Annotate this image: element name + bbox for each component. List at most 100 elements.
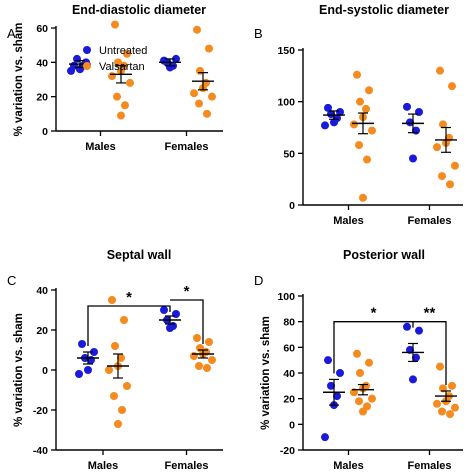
data-point (190, 352, 198, 360)
series-untreated-females (402, 322, 424, 384)
data-point (324, 103, 332, 112)
y-tick-label: -20 (33, 405, 48, 417)
data-point (111, 20, 119, 29)
data-point (117, 111, 125, 120)
legend-marker (83, 62, 91, 70)
data-point (446, 180, 454, 189)
chart-title: End-systolic diameter (319, 3, 449, 17)
panel-label: B (254, 26, 263, 41)
y-axis-label: % variation vs. sham (260, 316, 272, 430)
data-point (120, 316, 128, 324)
data-point (208, 92, 216, 101)
data-point (363, 155, 371, 164)
series-valsartan-males (105, 296, 131, 428)
y-tick-label: 100 (277, 291, 295, 303)
data-point (433, 143, 441, 152)
x-tick-label: Males (88, 460, 119, 472)
x-tick-label: Females (407, 460, 451, 472)
y-tick-label: 50 (283, 148, 295, 160)
data-point (193, 25, 201, 34)
data-point (336, 369, 344, 377)
significance-label: * (371, 305, 377, 322)
data-point (353, 349, 361, 358)
series-valsartan-males (108, 20, 134, 120)
data-point (355, 397, 363, 406)
data-point (436, 362, 444, 371)
y-tick-label: -40 (33, 445, 48, 457)
data-point (368, 394, 376, 403)
data-point (356, 369, 364, 377)
series-untreated-females (159, 306, 181, 332)
data-point (327, 110, 335, 119)
x-tick-label: Males (85, 141, 116, 153)
series-untreated-females (159, 54, 181, 72)
data-point (321, 121, 329, 130)
data-point (114, 58, 122, 67)
chart-title: Septal wall (107, 248, 172, 262)
data-point (324, 356, 332, 365)
data-point (451, 403, 459, 412)
y-tick-label: 0 (289, 419, 295, 431)
legend-marker (83, 46, 91, 54)
y-tick-label: 0 (289, 200, 295, 212)
series-valsartan-males (350, 70, 376, 202)
data-point (203, 109, 211, 118)
x-tick-label: Females (407, 215, 451, 227)
data-point (190, 89, 198, 98)
significance-bracket (333, 321, 414, 374)
data-point (117, 354, 125, 362)
data-point (436, 66, 444, 75)
data-point (448, 82, 456, 91)
data-point (67, 66, 75, 75)
panel-label: C (7, 273, 16, 288)
data-point (350, 120, 358, 129)
significance-bracket (87, 305, 171, 346)
y-tick-label: -20 (280, 445, 295, 457)
y-axis-label: % variation vs. sham (13, 23, 25, 137)
data-point (205, 338, 213, 346)
y-tick-label: 20 (283, 394, 295, 406)
y-tick-label: 0 (42, 126, 48, 138)
data-point (108, 296, 116, 304)
data-point (111, 342, 119, 350)
data-point (451, 161, 459, 170)
legend-label: Valsartan (99, 61, 145, 73)
y-tick-label: 100 (277, 97, 295, 109)
series-valsartan-females (190, 25, 216, 118)
series-valsartan-females (433, 66, 459, 189)
y-axis-label: % variation vs. sham (13, 313, 25, 427)
data-point (438, 407, 446, 416)
data-point (362, 104, 370, 113)
data-point (448, 381, 456, 390)
data-point (327, 381, 335, 390)
data-point (193, 334, 201, 342)
panel-c: C Septal wall % variation vs. sham -40 -20 0 2… (7, 248, 223, 472)
series-untreated-males (75, 340, 99, 378)
data-point (126, 78, 134, 87)
data-point (365, 358, 373, 367)
significance-label: * (184, 283, 190, 300)
data-point (90, 348, 98, 356)
legend: Untreated Valsartan (83, 45, 147, 73)
data-point (166, 324, 174, 332)
series-valsartan-females (433, 362, 459, 419)
data-point (359, 193, 367, 202)
data-point (195, 99, 203, 108)
data-point (406, 118, 414, 127)
data-point (123, 49, 131, 58)
data-point (403, 102, 411, 111)
data-point (356, 97, 364, 106)
data-point (118, 406, 126, 414)
y-tick-label: 60 (36, 23, 48, 35)
data-point (359, 407, 367, 416)
data-point (123, 382, 131, 390)
data-point (439, 120, 447, 129)
data-point (172, 310, 180, 318)
data-point (321, 433, 329, 442)
data-point (208, 356, 216, 364)
chart-title: End-diastolic diameter (72, 3, 206, 17)
data-point (403, 322, 411, 331)
data-point (415, 108, 423, 116)
series-untreated-females (402, 102, 424, 163)
y-tick-label: 40 (36, 57, 48, 69)
